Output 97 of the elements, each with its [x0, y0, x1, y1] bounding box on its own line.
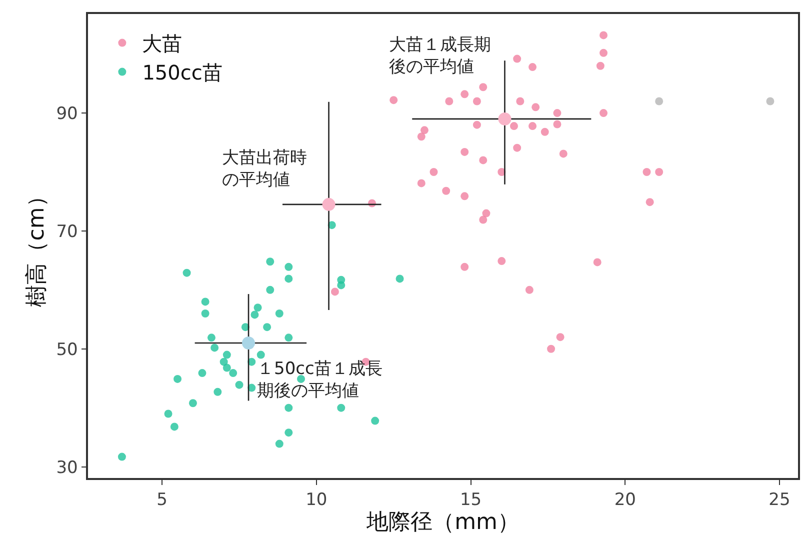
point	[655, 168, 664, 176]
point	[556, 333, 564, 342]
annotation: 大苗１成長期後の平均値	[389, 35, 491, 78]
x-axis-title: 地際径（mm）	[366, 510, 520, 536]
x-tick-label: 25	[768, 490, 790, 510]
point	[207, 334, 216, 342]
point	[479, 156, 488, 164]
x-tick-label: 10	[306, 490, 328, 510]
point	[420, 126, 428, 134]
point	[532, 103, 540, 112]
point	[198, 369, 206, 378]
point	[220, 358, 228, 366]
legend-label: 大苗	[142, 32, 182, 56]
point	[553, 120, 562, 128]
point	[210, 344, 219, 352]
point	[417, 179, 426, 188]
point	[188, 399, 197, 408]
point	[284, 404, 293, 412]
point	[498, 112, 512, 126]
point	[263, 323, 272, 332]
point	[445, 97, 454, 106]
point	[235, 380, 244, 389]
point	[528, 122, 537, 130]
point	[479, 83, 488, 92]
point	[396, 274, 404, 283]
point	[460, 192, 469, 200]
point	[284, 428, 293, 437]
point	[297, 374, 305, 383]
point	[275, 310, 284, 318]
point	[256, 350, 265, 359]
point	[766, 97, 774, 106]
point	[547, 344, 556, 353]
point	[528, 63, 537, 72]
point	[472, 97, 481, 106]
point	[600, 31, 608, 40]
point	[222, 364, 231, 372]
point	[337, 281, 346, 290]
point	[250, 310, 259, 319]
point	[266, 258, 274, 266]
point	[201, 298, 210, 306]
point	[498, 257, 506, 266]
point	[516, 97, 524, 106]
point	[600, 109, 608, 118]
point	[655, 97, 664, 106]
y-tick-label: 50	[56, 340, 78, 360]
legend-label: 150cc苗	[142, 60, 222, 85]
point	[479, 216, 488, 224]
y-axis-title: 樹高（cm）	[24, 185, 50, 307]
point	[118, 452, 126, 461]
point	[390, 96, 398, 104]
point	[284, 262, 293, 271]
point	[337, 404, 346, 412]
point	[170, 422, 178, 431]
y-tick-label: 30	[56, 458, 78, 478]
point	[646, 198, 654, 206]
y-tick-label: 90	[56, 104, 78, 124]
point	[275, 440, 284, 448]
point	[322, 198, 336, 211]
point	[174, 374, 182, 383]
point	[442, 186, 450, 195]
point	[430, 168, 438, 176]
point	[593, 258, 602, 266]
point	[525, 286, 534, 294]
point	[371, 416, 380, 425]
point	[642, 168, 651, 176]
point	[214, 388, 222, 396]
annotation: 大苗出荷時の平均値	[222, 148, 307, 190]
point	[513, 54, 522, 63]
point	[266, 286, 274, 294]
point	[596, 62, 604, 70]
point	[284, 274, 293, 283]
point	[600, 48, 608, 57]
point	[254, 304, 262, 312]
annotation: １50cc苗１成長期後の平均値	[257, 359, 382, 402]
point	[164, 410, 172, 418]
x-tick-label: 15	[460, 490, 482, 510]
point	[182, 268, 191, 277]
point	[553, 109, 562, 118]
point	[540, 128, 549, 136]
point	[330, 288, 339, 296]
point	[222, 350, 231, 359]
point	[284, 334, 293, 342]
point	[460, 148, 469, 156]
point	[201, 310, 210, 318]
point	[460, 90, 469, 98]
point	[513, 144, 522, 152]
y-tick-label: 70	[56, 222, 78, 242]
point	[472, 120, 481, 129]
x-tick-label: 5	[156, 490, 168, 510]
point	[460, 262, 469, 271]
point	[417, 132, 426, 141]
point	[559, 150, 568, 158]
point	[229, 369, 238, 378]
x-tick-label: 20	[614, 490, 636, 510]
point	[482, 209, 490, 218]
point	[510, 122, 518, 130]
point	[242, 336, 256, 350]
